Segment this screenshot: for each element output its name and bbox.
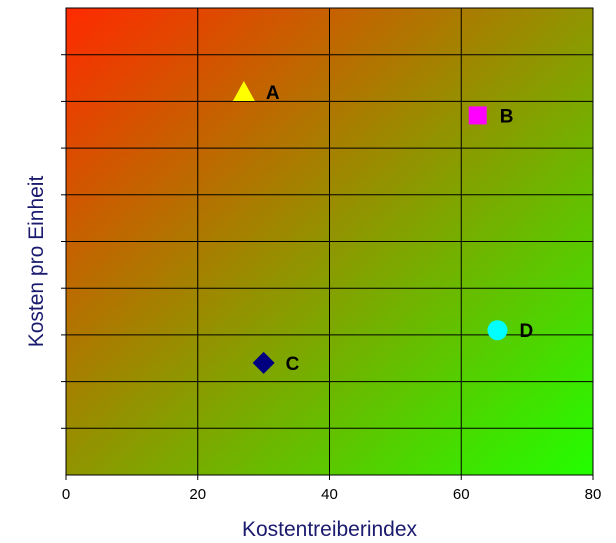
x-tick-label-60: 60 xyxy=(453,486,470,503)
data-point-b: B xyxy=(468,106,514,127)
x-tick-label-80: 80 xyxy=(585,486,602,503)
point-label-a: A xyxy=(266,83,280,104)
point-label-c: C xyxy=(286,354,300,375)
triangle-marker xyxy=(232,81,255,102)
data-point-a: A xyxy=(232,81,280,104)
data-point-d: D xyxy=(487,320,533,342)
diamond-marker xyxy=(252,351,275,374)
data-point-c: C xyxy=(252,351,300,375)
x-axis-ticks: 0 20 40 60 80 xyxy=(62,475,602,503)
y-axis-title: Kosten pro Einheit xyxy=(25,176,48,348)
data-points: A B C D xyxy=(232,81,533,375)
x-tick-label-20: 20 xyxy=(189,486,206,503)
x-tick-label-40: 40 xyxy=(321,486,338,503)
square-marker xyxy=(468,106,487,125)
x-axis-title: Kostentreiberindex xyxy=(242,518,418,541)
circle-marker xyxy=(487,320,508,341)
point-label-d: D xyxy=(519,321,533,342)
x-tick-label-0: 0 xyxy=(62,486,70,503)
point-label-b: B xyxy=(500,106,514,127)
grid-lines xyxy=(61,8,593,475)
